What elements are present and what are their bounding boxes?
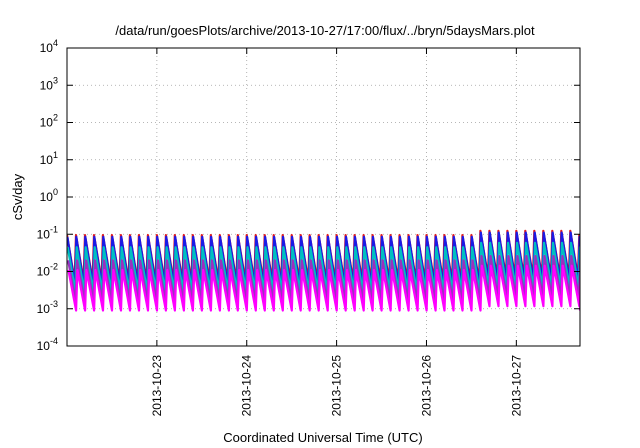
- x-tick-label: 2013-10-27: [509, 355, 523, 417]
- y-tick-exponent: 3: [53, 75, 58, 85]
- y-tick-label: 10-1: [37, 224, 58, 241]
- grid-lines: [67, 48, 580, 346]
- y-tick-exponent: 1: [53, 150, 58, 160]
- series-layer: [67, 229, 580, 312]
- y-tick-label: 101: [40, 150, 58, 167]
- y-tick-exponent: 0: [53, 187, 58, 197]
- y-tick-label: 102: [40, 113, 58, 130]
- x-tick-label: 2013-10-24: [240, 355, 254, 417]
- y-tick-label: 10-3: [37, 299, 58, 316]
- y-tick-exponent: -3: [50, 299, 58, 309]
- y-tick-exponent: -2: [50, 262, 58, 272]
- x-tick-label: 2013-10-23: [150, 355, 164, 417]
- y-axis-label: cSv/day: [10, 173, 25, 220]
- x-tick-label: 2013-10-26: [419, 355, 433, 417]
- x-axis-label: Coordinated Universal Time (UTC): [223, 430, 422, 445]
- chart-title: /data/run/goesPlots/archive/2013-10-27/1…: [115, 23, 535, 38]
- y-tick-exponent: -4: [50, 336, 58, 346]
- y-tick-exponent: -1: [50, 224, 58, 234]
- x-tick-label: 2013-10-25: [330, 355, 344, 417]
- y-tick-exponent: 2: [53, 113, 58, 123]
- y-tick-label: 10-4: [37, 336, 58, 353]
- y-tick-label: 100: [40, 187, 58, 204]
- y-tick-exponent: 4: [53, 38, 58, 48]
- series-line: [67, 264, 580, 312]
- y-tick-label: 10-2: [37, 262, 58, 279]
- y-tick-label: 104: [40, 38, 58, 55]
- axis-ticks: [67, 47, 580, 347]
- x-tick-labels: 2013-10-23 2013-10-24 2013-10-25 2013-10-26…: [150, 355, 523, 417]
- y-tick-label: 103: [40, 75, 58, 92]
